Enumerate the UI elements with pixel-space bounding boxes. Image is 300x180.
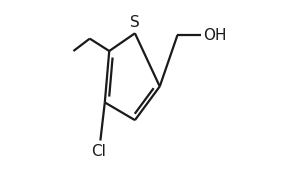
Text: Cl: Cl: [91, 144, 106, 159]
Text: OH: OH: [203, 28, 227, 42]
Text: S: S: [130, 15, 140, 30]
